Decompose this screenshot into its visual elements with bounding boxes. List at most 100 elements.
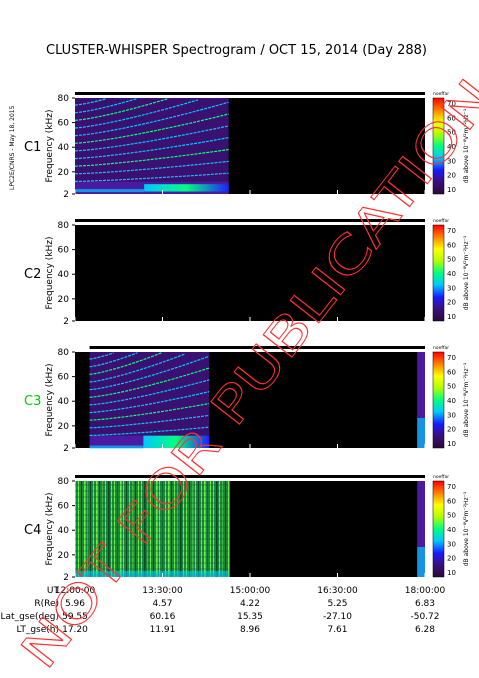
credit-label: LPC2E/CNRS - May 18, 2015 bbox=[9, 105, 16, 190]
stripe bbox=[165, 481, 166, 577]
y-tick-label: 2 bbox=[63, 573, 69, 583]
colorbar-corner-label: noeffar bbox=[433, 345, 449, 351]
ephemeris-row-label: UT bbox=[47, 586, 60, 596]
harmonic-band bbox=[89, 379, 210, 406]
stripe bbox=[219, 481, 220, 577]
ephemeris-value: 8.96 bbox=[240, 625, 260, 635]
late-data-band bbox=[417, 418, 425, 448]
colorbar-frame bbox=[432, 351, 445, 449]
ephemeris-value: 7.61 bbox=[327, 625, 347, 635]
stripe bbox=[132, 481, 134, 577]
stripe bbox=[123, 481, 124, 577]
colorbar-corner-label: noeffar bbox=[433, 218, 449, 224]
colorbar-tick-label: 70 bbox=[447, 100, 456, 108]
y-tick-label: 2 bbox=[63, 317, 69, 327]
stripe bbox=[204, 481, 206, 577]
y-tick-label: 20 bbox=[58, 168, 70, 178]
colorbar-tick-label: 30 bbox=[447, 540, 456, 548]
harmonic-band bbox=[89, 352, 162, 375]
colorbar-label: dB above 10⁻⁸V²m⁻²Hz⁻¹ bbox=[463, 491, 470, 566]
stripe bbox=[153, 481, 154, 577]
ephemeris-value: 16:30:00 bbox=[317, 586, 358, 596]
harmonic-band bbox=[89, 353, 186, 383]
y-tick-label: 2 bbox=[63, 444, 69, 454]
colorbar-tick-label: 10 bbox=[447, 186, 456, 194]
ephemeris-value: 59.55 bbox=[62, 612, 88, 622]
y-tick-label: 40 bbox=[58, 143, 70, 153]
panel-c4: 80 60 40 20 2 Frequency (kHz) C4 noeffar 70 60 50 4… bbox=[24, 474, 470, 583]
colorbar bbox=[433, 225, 444, 321]
harmonic-band bbox=[74, 101, 229, 137]
stripe bbox=[117, 481, 118, 577]
stripe bbox=[150, 481, 151, 577]
harmonic-band bbox=[89, 352, 138, 368]
intense-band bbox=[144, 184, 229, 192]
stripe bbox=[81, 481, 82, 577]
y-tick-label: 40 bbox=[58, 270, 70, 280]
y-tick-label: 60 bbox=[58, 246, 70, 256]
stripe bbox=[198, 481, 199, 577]
availability-bar bbox=[75, 475, 425, 478]
colorbar-frame bbox=[432, 97, 445, 195]
ephemeris-value: 15:00:00 bbox=[230, 586, 271, 596]
stripe bbox=[171, 481, 172, 577]
y-tick-label: 20 bbox=[58, 551, 70, 561]
colorbar-tick-label: 70 bbox=[447, 354, 456, 362]
stripe bbox=[84, 481, 86, 577]
stripe bbox=[210, 481, 211, 577]
colorbar-tick-label: 20 bbox=[447, 172, 456, 180]
colorbar bbox=[433, 98, 444, 194]
colorbar-tick-label: 50 bbox=[447, 256, 456, 264]
late-data-band bbox=[417, 547, 425, 577]
colorbar-tick-label: 20 bbox=[447, 426, 456, 434]
harmonic-band bbox=[74, 113, 229, 144]
stripe bbox=[216, 481, 218, 577]
colorbar-tick-label: 40 bbox=[447, 270, 456, 278]
stripe bbox=[111, 481, 112, 577]
ephemeris-value: 11.91 bbox=[150, 625, 176, 635]
harmonic-band bbox=[89, 367, 210, 398]
stripe bbox=[129, 481, 130, 577]
stripe bbox=[135, 481, 136, 577]
colorbar-frame bbox=[432, 224, 445, 322]
stripe bbox=[207, 481, 208, 577]
ephemeris-value: 5.25 bbox=[327, 599, 347, 609]
stripe bbox=[228, 481, 230, 577]
colorbar-tick-label: 60 bbox=[447, 114, 456, 122]
colorbar-tick-label: 10 bbox=[447, 569, 456, 577]
harmonic-band bbox=[89, 355, 210, 391]
ephemeris-row-label: LT_gse(h) bbox=[17, 625, 59, 635]
y-tick-label: 80 bbox=[58, 348, 70, 358]
colorbar-tick-label: 50 bbox=[447, 383, 456, 391]
stripe bbox=[108, 481, 110, 577]
stripe bbox=[159, 481, 160, 577]
colorbar-tick-label: 30 bbox=[447, 284, 456, 292]
stripe bbox=[162, 481, 163, 577]
y-tick-label: 60 bbox=[58, 119, 70, 129]
stripe bbox=[105, 481, 106, 577]
colorbar-tick-label: 40 bbox=[447, 397, 456, 405]
stripe bbox=[195, 481, 196, 577]
colorbar-tick-label: 60 bbox=[447, 497, 456, 505]
stripe bbox=[147, 481, 148, 577]
y-tick-label: 80 bbox=[58, 221, 70, 231]
colorbar bbox=[433, 481, 444, 577]
harmonic-band bbox=[74, 98, 106, 106]
late-data bbox=[417, 352, 425, 448]
ephemeris-row-label: R(Re) bbox=[34, 599, 59, 609]
ephemeris-value: 18:00:00 bbox=[405, 586, 446, 596]
y-tick-label: 2 bbox=[63, 190, 69, 200]
y-tick-label: 60 bbox=[58, 502, 70, 512]
harmonic-band bbox=[89, 402, 210, 421]
colorbar-tick-label: 30 bbox=[447, 411, 456, 419]
colorbar-label: dB above 10⁻⁸V²m⁻²Hz⁻¹ bbox=[463, 108, 470, 183]
colorbar-label: dB above 10⁻⁸V²m⁻²Hz⁻¹ bbox=[463, 235, 470, 310]
stripe bbox=[87, 481, 88, 577]
harmonic-band bbox=[89, 391, 210, 414]
stripe bbox=[213, 481, 214, 577]
ephemeris-value: 6.83 bbox=[415, 599, 435, 609]
colorbar-tick-label: 40 bbox=[447, 143, 456, 151]
y-axis-label: Frequency (kHz) bbox=[45, 236, 55, 309]
harmonic-band bbox=[74, 172, 229, 182]
